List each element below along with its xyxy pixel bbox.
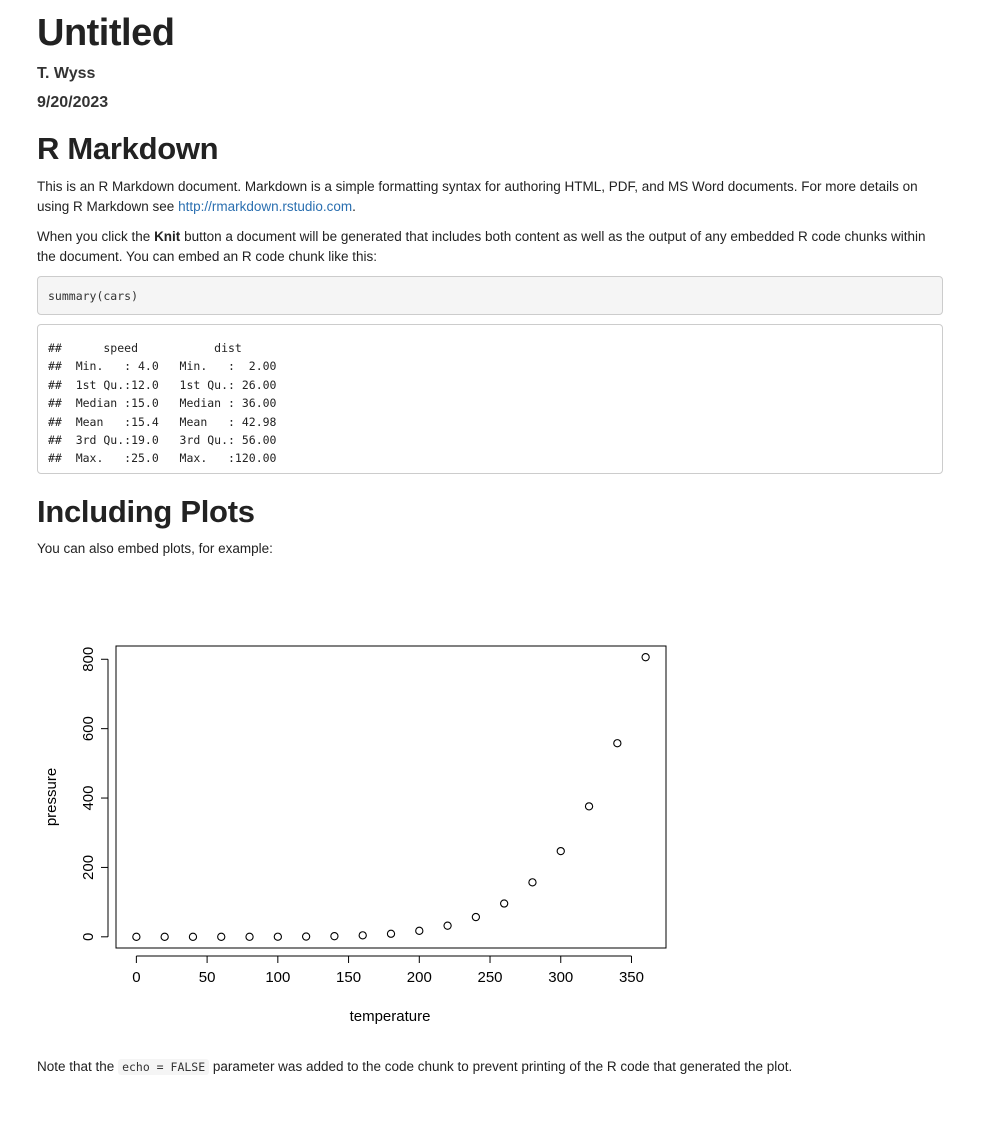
knit-paragraph: When you click the Knit button a documen…	[37, 227, 943, 267]
output-line: ## Min. : 4.0 Min. : 2.00	[48, 359, 291, 374]
y-tick-label: 0	[80, 933, 97, 941]
knit-text-post: button a document will be generated that…	[37, 229, 926, 264]
inline-code-echo: echo = FALSE	[118, 1059, 210, 1075]
x-tick-label: 200	[407, 969, 432, 986]
section-heading-r-markdown: R Markdown	[37, 131, 219, 166]
summary-output: ## speed dist ## Min. : 4.0 Min. : 2.00 …	[48, 339, 290, 468]
x-tick-label: 100	[265, 969, 290, 986]
x-tick-label: 50	[199, 969, 216, 986]
x-tick-label: 0	[132, 969, 140, 986]
data-point	[330, 932, 339, 941]
code-chunk-source: summary(cars)	[37, 276, 943, 315]
data-point	[358, 931, 367, 940]
data-point	[188, 932, 198, 941]
y-tick-label: 600	[80, 716, 97, 741]
document-date: 9/20/2023	[37, 94, 109, 111]
document-author: T. Wyss	[37, 65, 96, 82]
intro-text: This is an R Markdown document. Markdown…	[37, 179, 918, 214]
output-line: ## Median :15.0 Median : 36.00	[48, 396, 291, 411]
x-tick-label: 300	[548, 969, 573, 986]
output-line: ## Mean :15.4 Mean : 42.98	[48, 414, 291, 429]
x-tick-label: 350	[619, 969, 644, 986]
data-point	[500, 899, 509, 908]
data-point	[528, 878, 537, 887]
intro-end: .	[352, 199, 356, 214]
note-text-post: parameter was added to the code chunk to…	[209, 1059, 793, 1074]
y-tick-label: 400	[80, 786, 97, 811]
knit-bold: Knit	[154, 229, 181, 244]
code-chunk-output: ## speed dist ## Min. : 4.0 Min. : 2.00 …	[37, 324, 943, 474]
data-point	[386, 929, 396, 938]
data-point	[584, 802, 594, 811]
data-point	[415, 926, 424, 935]
data-point	[245, 932, 254, 941]
plot-frame	[115, 645, 667, 949]
x-axis-label: temperature	[350, 1008, 431, 1025]
data-point	[641, 653, 650, 662]
data-point	[217, 932, 226, 941]
note-text-pre: Note that the	[37, 1059, 119, 1074]
x-tick-label: 150	[336, 969, 361, 986]
plots-paragraph: You can also embed plots, for example:	[37, 541, 273, 556]
intro-paragraph: This is an R Markdown document. Markdown…	[37, 177, 943, 217]
data-point	[443, 921, 452, 930]
data-point	[273, 932, 282, 941]
output-line: ## 1st Qu.:12.0 1st Qu.: 26.00	[48, 377, 291, 392]
data-point	[160, 932, 169, 941]
output-line: ## 3rd Qu.:19.0 3rd Qu.: 56.00	[48, 433, 291, 448]
data-point	[613, 739, 622, 748]
section-heading-including-plots: Including Plots	[37, 494, 255, 529]
data-point	[556, 846, 565, 856]
document-title: Untitled	[37, 12, 175, 54]
rmarkdown-link[interactable]: http://rmarkdown.rstudio.com	[178, 199, 353, 214]
x-tick-label: 250	[478, 969, 503, 986]
y-axis-label: pressure	[43, 768, 60, 826]
y-tick-label: 200	[80, 855, 97, 880]
knit-text-pre: When you click the	[37, 229, 155, 244]
note-paragraph: Note that the echo = FALSE parameter was…	[37, 1057, 943, 1077]
y-tick-label: 800	[80, 647, 97, 672]
output-line: ## Max. :25.0 Max. :120.00	[48, 451, 291, 466]
data-point	[471, 912, 481, 922]
data-point	[132, 932, 141, 941]
data-point	[301, 932, 311, 941]
output-line: ## speed dist	[48, 341, 291, 355]
code-text: summary(cars)	[48, 289, 139, 303]
